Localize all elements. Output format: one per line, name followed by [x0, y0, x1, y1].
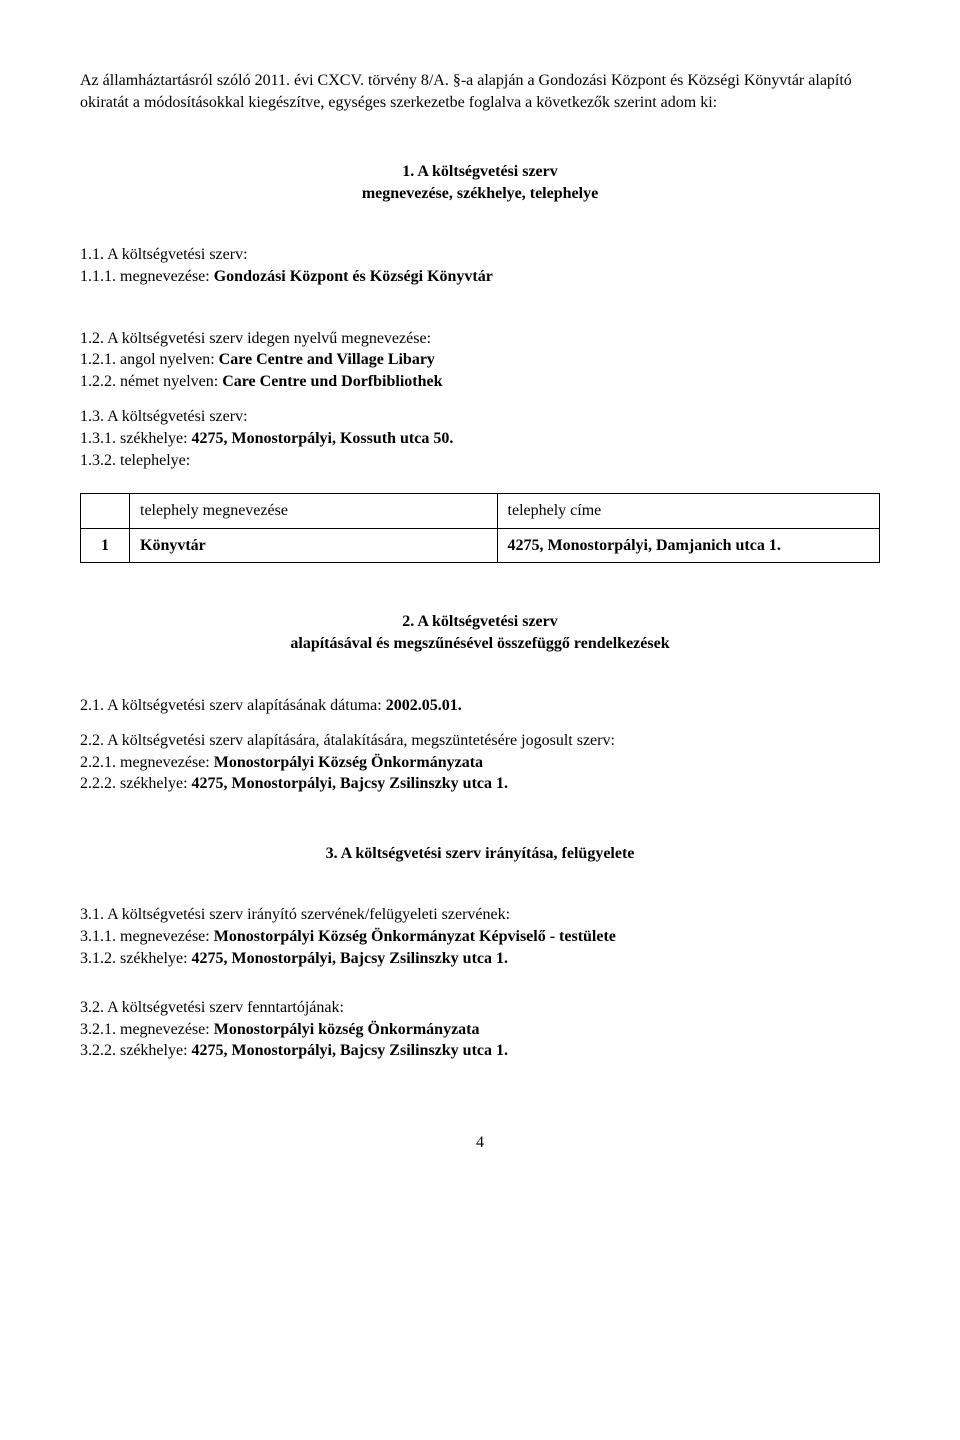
item-1-2-1-prefix: 1.2.1. angol nyelven: — [80, 351, 219, 368]
table-header-addr: telephely címe — [497, 494, 879, 529]
item-1-1-1-prefix: 1.1.1. megnevezése: — [80, 268, 214, 285]
item-1-3: 1.3. A költségvetési szerv: — [80, 406, 880, 428]
item-2-2-2: 2.2.2. székhelye: 4275, Monostorpályi, B… — [80, 773, 880, 795]
table-header-name: telephely megnevezése — [130, 494, 498, 529]
item-3-1: 3.1. A költségvetési szerv irányító szer… — [80, 904, 880, 926]
item-1-1-1: 1.1.1. megnevezése: Gondozási Központ és… — [80, 266, 880, 288]
item-3-2-1-value: Monostorpályi község Önkormányzata — [214, 1021, 480, 1038]
item-1-1: 1.1. A költségvetési szerv: — [80, 244, 880, 266]
item-3-1-1-value: Monostorpályi Község Önkormányzat Képvis… — [214, 928, 616, 945]
section2-heading: 2. A költségvetési szerv alapításával és… — [80, 611, 880, 654]
item-2-2: 2.2. A költségvetési szerv alapítására, … — [80, 730, 880, 752]
item-3-2-1-prefix: 3.2.1. megnevezése: — [80, 1021, 214, 1038]
item-2-2-1-prefix: 2.2.1. megnevezése: — [80, 754, 214, 771]
table-row1-idx: 1 — [81, 528, 130, 563]
item-1-2-2-prefix: 1.2.2. német nyelven: — [80, 373, 222, 390]
item-1-2: 1.2. A költségvetési szerv idegen nyelvű… — [80, 328, 880, 350]
table-row1-addr: 4275, Monostorpályi, Damjanich utca 1. — [497, 528, 879, 563]
section3-heading: 3. A költségvetési szerv irányítása, fel… — [80, 843, 880, 865]
item-3-1-2-prefix: 3.1.2. székhelye: — [80, 950, 192, 967]
item-3-2-1: 3.2.1. megnevezése: Monostorpályi község… — [80, 1019, 880, 1041]
item-2-2-1-value: Monostorpályi Község Önkormányzata — [214, 754, 483, 771]
item-3-1-2-value: 4275, Monostorpályi, Bajcsy Zsilinszky u… — [192, 950, 508, 967]
section1-title-line2: megnevezése, székhelye, telephelye — [80, 183, 880, 205]
section3-title: 3. A költségvetési szerv irányítása, fel… — [80, 843, 880, 865]
item-2-1-prefix: 2.1. A költségvetési szerv alapításának … — [80, 697, 386, 714]
section1-title-line1: 1. A költségvetési szerv — [80, 161, 880, 183]
item-1-3-2: 1.3.2. telephelye: — [80, 450, 880, 472]
item-3-1-1: 3.1.1. megnevezése: Monostorpályi Község… — [80, 926, 880, 948]
item-1-1-1-value: Gondozási Központ és Községi Könyvtár — [214, 268, 493, 285]
page-number: 4 — [80, 1132, 880, 1154]
table-row: 1 Könyvtár 4275, Monostorpályi, Damjanic… — [81, 528, 880, 563]
telephely-table: telephely megnevezése telephely címe 1 K… — [80, 493, 880, 563]
table-row: telephely megnevezése telephely címe — [81, 494, 880, 529]
item-2-1-value: 2002.05.01. — [386, 697, 462, 714]
item-1-2-2-value: Care Centre und Dorfbibliothek — [222, 373, 442, 390]
item-3-2: 3.2. A költségvetési szerv fenntartójána… — [80, 997, 880, 1019]
item-2-2-1: 2.2.1. megnevezése: Monostorpályi Község… — [80, 752, 880, 774]
section2-title-line1: 2. A költségvetési szerv — [80, 611, 880, 633]
item-2-2-2-prefix: 2.2.2. székhelye: — [80, 775, 192, 792]
item-3-2-2-prefix: 3.2.2. székhelye: — [80, 1042, 192, 1059]
intro-line1-mid: §-a alapján a Gondozási Központ és Közsé… — [453, 72, 804, 89]
intro-line1-prefix: Az államháztartásról szóló 2011. évi CXC… — [80, 72, 453, 89]
item-1-2-1-value: Care Centre and Village Libary — [219, 351, 435, 368]
item-1-2-2: 1.2.2. német nyelven: Care Centre und Do… — [80, 371, 880, 393]
item-3-2-2-value: 4275, Monostorpályi, Bajcsy Zsilinszky u… — [192, 1042, 508, 1059]
item-2-1: 2.1. A költségvetési szerv alapításának … — [80, 695, 880, 717]
item-3-1-1-prefix: 3.1.1. megnevezése: — [80, 928, 214, 945]
section1-heading: 1. A költségvetési szerv megnevezése, sz… — [80, 161, 880, 204]
table-header-empty — [81, 494, 130, 529]
item-1-3-1-prefix: 1.3.1. székhelye: — [80, 430, 192, 447]
section2-title-line2: alapításával és megszűnésével összefüggő… — [80, 633, 880, 655]
item-3-1-2: 3.1.2. székhelye: 4275, Monostorpályi, B… — [80, 948, 880, 970]
item-2-2-2-value: 4275, Monostorpályi, Bajcsy Zsilinszky u… — [192, 775, 508, 792]
intro-paragraph: Az államháztartásról szóló 2011. évi CXC… — [80, 70, 880, 113]
table-row1-name: Könyvtár — [130, 528, 498, 563]
item-1-3-1-value: 4275, Monostorpályi, Kossuth utca 50. — [192, 430, 454, 447]
item-3-2-2: 3.2.2. székhelye: 4275, Monostorpályi, B… — [80, 1040, 880, 1062]
item-1-3-1: 1.3.1. székhelye: 4275, Monostorpályi, K… — [80, 428, 880, 450]
item-1-2-1: 1.2.1. angol nyelven: Care Centre and Vi… — [80, 349, 880, 371]
